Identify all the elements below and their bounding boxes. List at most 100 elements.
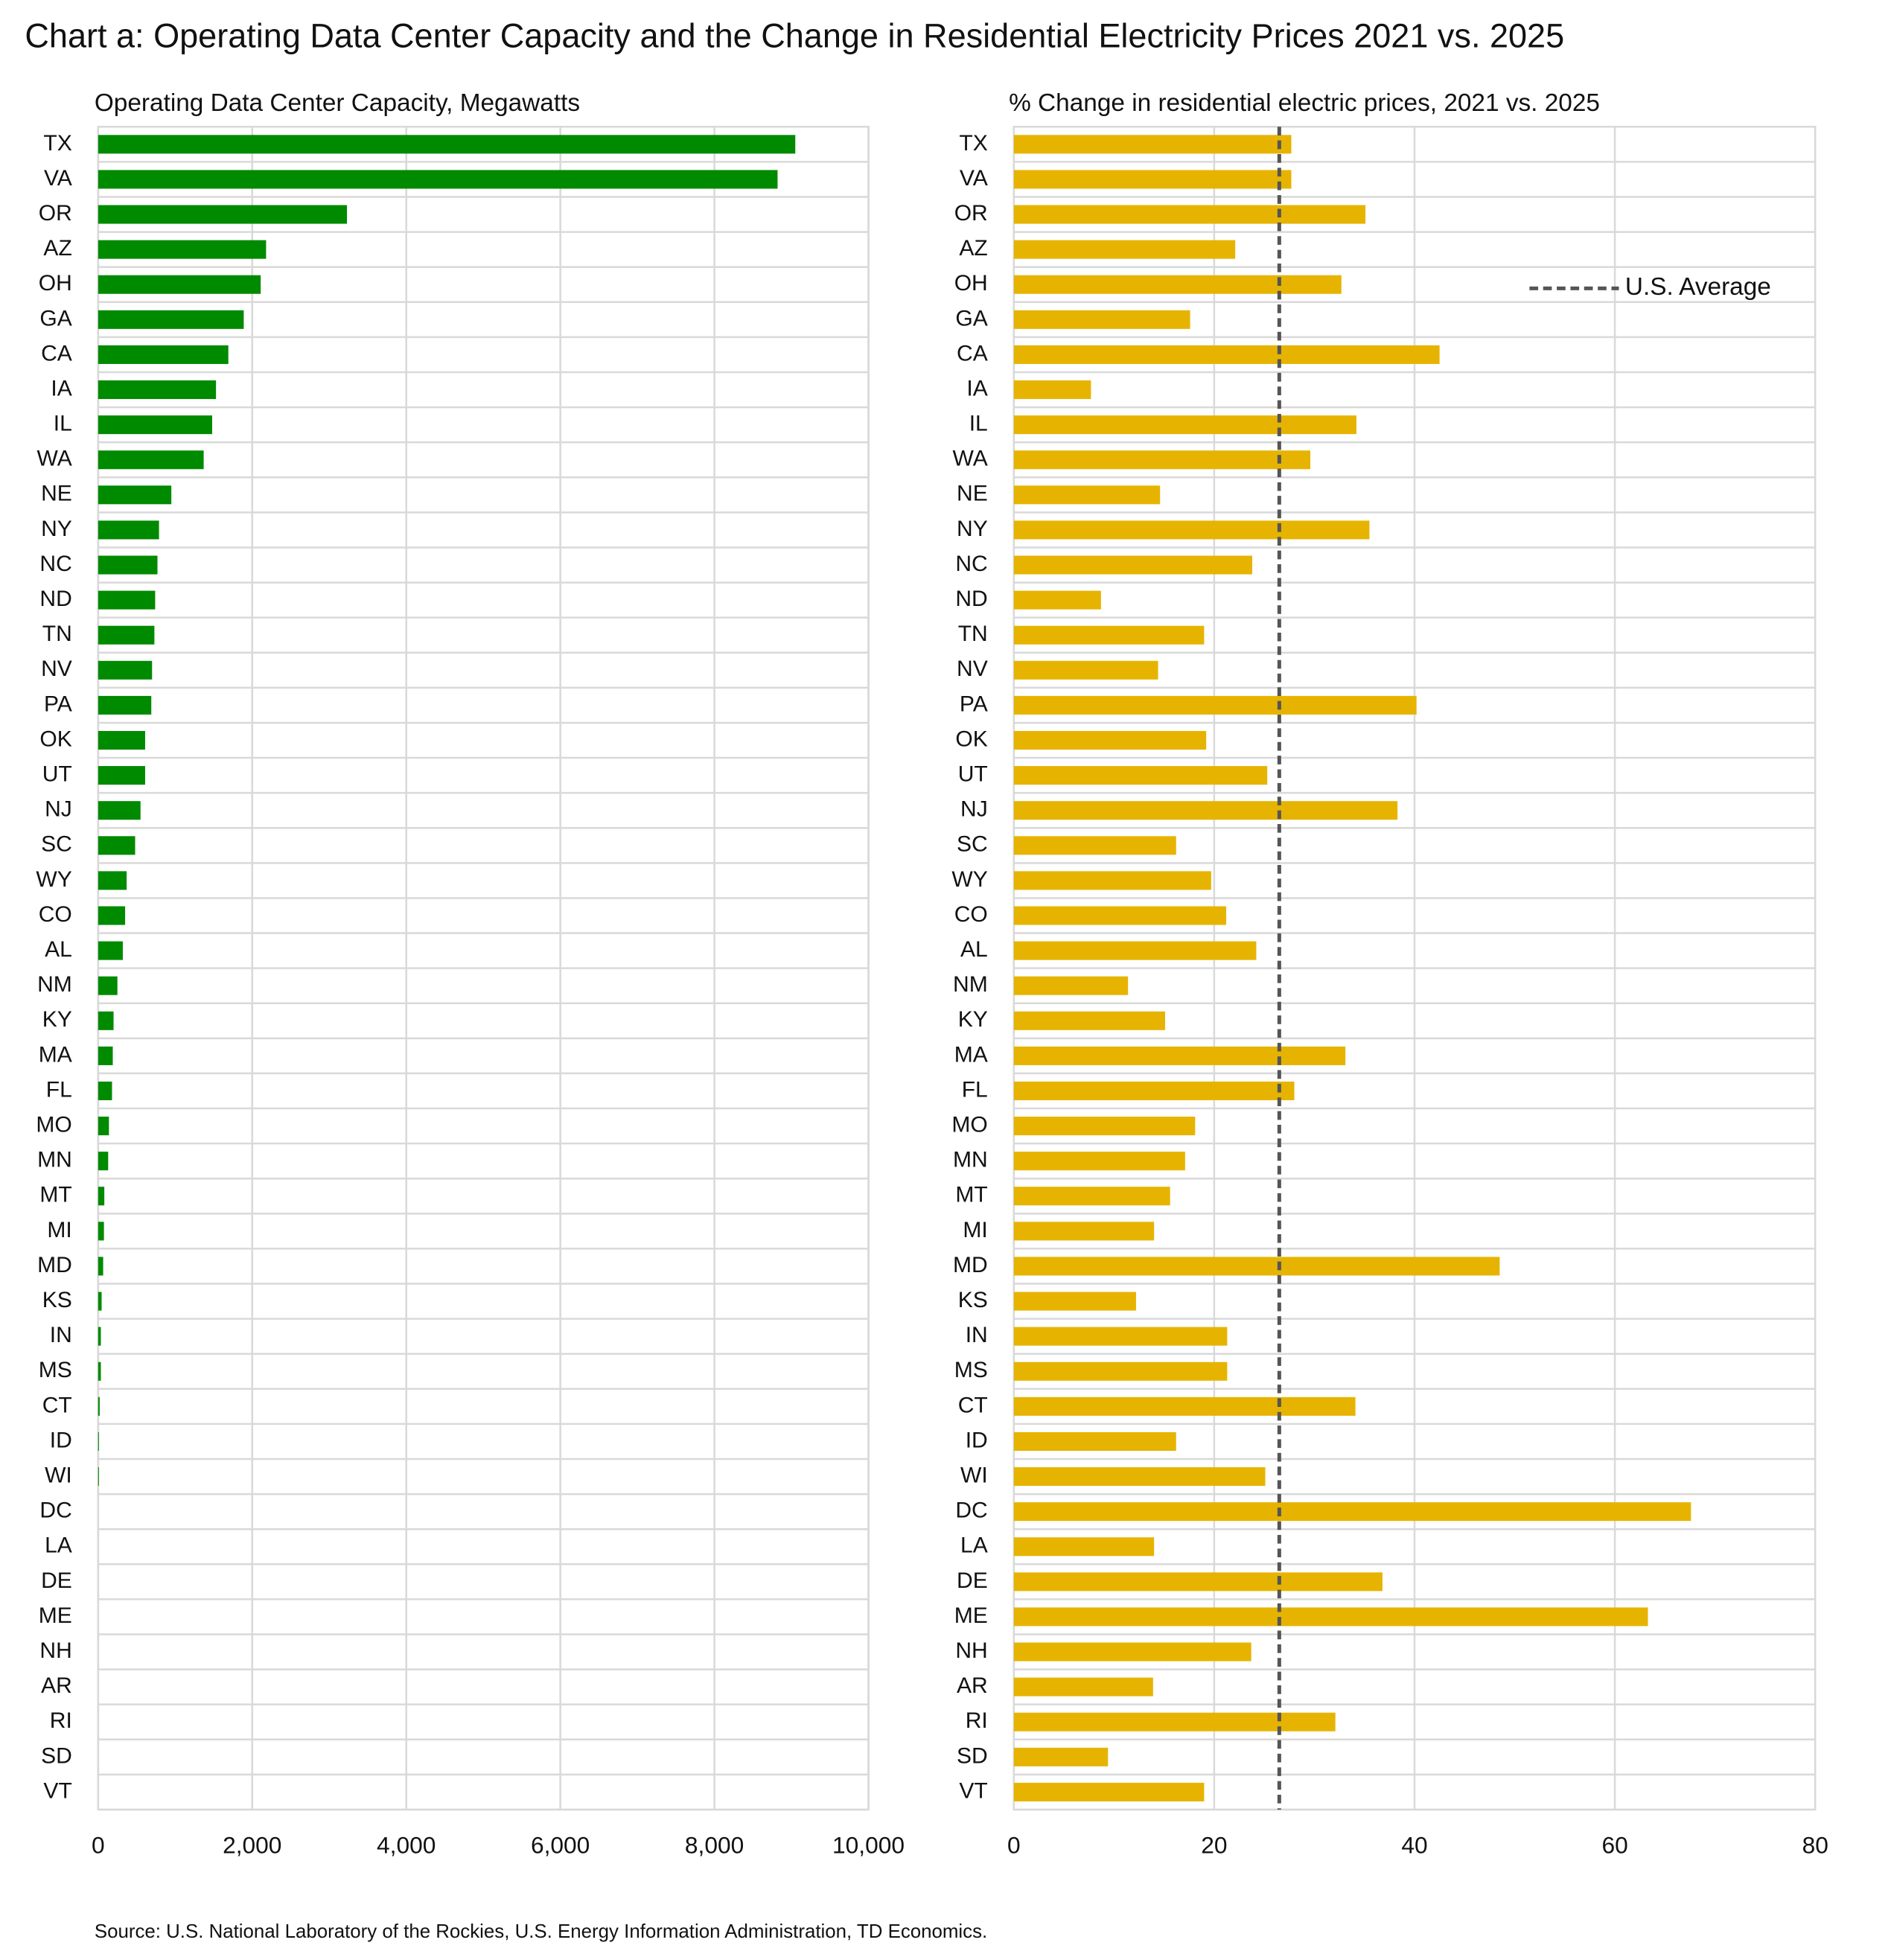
y-tick-label: RI bbox=[966, 1708, 988, 1733]
y-tick-label: IL bbox=[54, 412, 72, 436]
x-tick-label: 80 bbox=[1802, 1831, 1828, 1858]
bar bbox=[1013, 135, 1292, 154]
bar bbox=[98, 1152, 109, 1171]
bar bbox=[98, 380, 217, 400]
y-tick-label: LA bbox=[45, 1533, 72, 1558]
bar bbox=[1013, 1292, 1136, 1311]
legend-label: U.S. Average bbox=[1625, 273, 1771, 301]
bar bbox=[98, 941, 123, 960]
subtitle: % Change in residential electric prices,… bbox=[1009, 89, 1600, 117]
y-tick-label: IL bbox=[969, 412, 988, 436]
bar bbox=[1013, 1362, 1228, 1381]
bar bbox=[98, 485, 172, 505]
plot-frame bbox=[1013, 126, 1817, 1811]
y-tick-label: MA bbox=[954, 1042, 988, 1067]
bar bbox=[98, 660, 153, 680]
y-tick-label: TN bbox=[42, 622, 72, 646]
y-tick-label: CT bbox=[958, 1393, 988, 1417]
y-tick-label: DE bbox=[41, 1568, 72, 1593]
y-tick-label: NV bbox=[957, 657, 988, 681]
y-tick-label: NM bbox=[37, 972, 72, 997]
bar bbox=[1013, 205, 1366, 224]
bar bbox=[98, 345, 229, 364]
bar bbox=[98, 1467, 99, 1487]
bar bbox=[98, 415, 212, 435]
y-tick-label: AR bbox=[41, 1673, 72, 1698]
bar bbox=[1013, 941, 1257, 960]
y-tick-label: IN bbox=[966, 1323, 988, 1347]
bar bbox=[98, 1292, 102, 1311]
y-tick-label: MD bbox=[953, 1253, 988, 1277]
y-tick-label: NC bbox=[955, 552, 987, 576]
bar bbox=[98, 766, 145, 785]
y-tick-label: GA bbox=[39, 306, 71, 331]
y-tick-label: CA bbox=[41, 341, 72, 365]
y-tick-label: NM bbox=[953, 972, 988, 997]
y-tick-label: SD bbox=[957, 1743, 988, 1768]
y-tick-label: CA bbox=[957, 341, 988, 365]
y-tick-label: WI bbox=[960, 1463, 988, 1487]
bar bbox=[1013, 485, 1161, 505]
x-tick-label: 60 bbox=[1601, 1831, 1627, 1858]
bar bbox=[98, 1117, 109, 1136]
bar bbox=[1013, 1537, 1155, 1557]
bar bbox=[1013, 520, 1370, 540]
y-tick-label: GA bbox=[955, 306, 987, 331]
y-tick-label: SC bbox=[41, 832, 72, 857]
y-tick-label: CT bbox=[42, 1393, 72, 1417]
y-tick-label: LA bbox=[960, 1533, 988, 1558]
y-tick-label: MO bbox=[36, 1113, 71, 1137]
bar bbox=[1013, 976, 1129, 995]
y-tick-label: MI bbox=[47, 1218, 71, 1242]
bar bbox=[98, 555, 158, 575]
y-tick-label: OR bbox=[954, 201, 988, 226]
y-tick-label: NJ bbox=[45, 797, 72, 822]
x-tick-label: 0 bbox=[1007, 1831, 1021, 1858]
x-tick-label: 8,000 bbox=[685, 1831, 744, 1858]
bar bbox=[98, 205, 348, 224]
y-tick-label: OR bbox=[39, 201, 72, 226]
y-tick-label: NV bbox=[41, 657, 72, 681]
y-tick-label: ME bbox=[954, 1603, 988, 1628]
x-tick-label: 4,000 bbox=[377, 1831, 436, 1858]
y-tick-label: VT bbox=[43, 1778, 71, 1803]
y-tick-label: NH bbox=[39, 1638, 71, 1663]
x-tick-label: 0 bbox=[92, 1831, 105, 1858]
bar bbox=[1013, 1257, 1500, 1276]
y-tick-label: OH bbox=[954, 271, 988, 296]
source-note: Source: U.S. National Laboratory of the … bbox=[95, 1921, 987, 1942]
y-tick-label: NE bbox=[41, 482, 72, 506]
x-tick-label: 2,000 bbox=[223, 1831, 281, 1858]
y-tick-label: MT bbox=[955, 1183, 987, 1207]
bar bbox=[1013, 660, 1158, 680]
bar bbox=[1013, 836, 1176, 855]
y-tick-label: IA bbox=[51, 376, 71, 400]
y-tick-label: AZ bbox=[43, 236, 71, 261]
bar bbox=[98, 1046, 113, 1065]
bar bbox=[1013, 1327, 1228, 1346]
x-tick-label: 10,000 bbox=[832, 1831, 905, 1858]
y-tick-label: IA bbox=[966, 376, 987, 400]
y-tick-label: UT bbox=[958, 762, 988, 787]
y-tick-label: WY bbox=[951, 867, 987, 892]
y-tick-label: KS bbox=[958, 1288, 988, 1312]
y-tick-label: VT bbox=[959, 1778, 987, 1803]
bar bbox=[1013, 1011, 1165, 1030]
bar bbox=[1013, 1396, 1356, 1416]
y-tick-label: MS bbox=[954, 1358, 988, 1382]
y-tick-label: PA bbox=[44, 692, 72, 716]
bar bbox=[1013, 1467, 1266, 1487]
bar bbox=[1013, 801, 1398, 820]
bar bbox=[98, 520, 159, 540]
y-tick-label: MT bbox=[39, 1183, 71, 1207]
y-tick-label: FL bbox=[962, 1077, 988, 1102]
y-tick-label: TN bbox=[958, 622, 988, 646]
y-tick-label: NJ bbox=[960, 797, 988, 822]
y-tick-label: OH bbox=[39, 271, 72, 296]
bar bbox=[1013, 1747, 1109, 1766]
chart-title: Chart a: Operating Data Center Capacity … bbox=[25, 17, 1564, 55]
y-tick-label: KY bbox=[958, 1007, 988, 1032]
bar bbox=[98, 240, 267, 259]
y-tick-label: WI bbox=[45, 1463, 72, 1487]
